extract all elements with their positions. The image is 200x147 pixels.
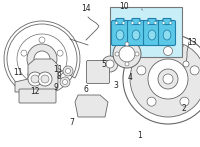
FancyBboxPatch shape: [163, 19, 171, 25]
Circle shape: [169, 21, 172, 25]
Text: 5: 5: [102, 60, 106, 69]
Circle shape: [27, 44, 57, 74]
Circle shape: [119, 46, 135, 62]
Circle shape: [164, 46, 172, 56]
Circle shape: [115, 52, 119, 56]
Circle shape: [60, 77, 70, 87]
Circle shape: [158, 69, 178, 89]
FancyBboxPatch shape: [87, 61, 110, 83]
Ellipse shape: [132, 30, 140, 40]
Circle shape: [113, 40, 141, 68]
Circle shape: [135, 52, 139, 56]
Text: 3: 3: [114, 81, 118, 90]
FancyBboxPatch shape: [19, 89, 56, 103]
FancyBboxPatch shape: [158, 20, 176, 46]
Ellipse shape: [148, 30, 156, 40]
Text: 9: 9: [54, 83, 58, 92]
Circle shape: [115, 21, 118, 25]
Circle shape: [137, 66, 146, 75]
Circle shape: [34, 51, 50, 67]
Circle shape: [66, 69, 71, 74]
Text: 11: 11: [13, 68, 23, 77]
Polygon shape: [75, 95, 108, 117]
Circle shape: [31, 75, 39, 83]
Ellipse shape: [116, 30, 124, 40]
Circle shape: [39, 37, 45, 43]
Circle shape: [163, 74, 173, 84]
Text: 11: 11: [53, 65, 63, 74]
Circle shape: [106, 60, 114, 68]
Text: 13: 13: [187, 38, 197, 47]
Text: 8: 8: [57, 72, 61, 81]
Circle shape: [125, 62, 129, 66]
Circle shape: [50, 71, 56, 77]
Text: 4: 4: [128, 73, 132, 82]
Circle shape: [21, 50, 27, 56]
Text: 14: 14: [81, 4, 91, 13]
Circle shape: [154, 21, 157, 25]
Text: 10: 10: [119, 2, 129, 11]
Circle shape: [102, 56, 118, 72]
Circle shape: [183, 61, 189, 67]
FancyBboxPatch shape: [148, 19, 156, 25]
Circle shape: [190, 66, 199, 75]
Circle shape: [148, 59, 188, 99]
Text: 7: 7: [70, 117, 74, 127]
Circle shape: [122, 21, 125, 25]
Text: 6: 6: [84, 85, 88, 94]
Circle shape: [138, 21, 141, 25]
Circle shape: [147, 21, 150, 25]
FancyBboxPatch shape: [116, 19, 124, 25]
Circle shape: [147, 97, 156, 106]
Circle shape: [180, 97, 189, 106]
Circle shape: [28, 71, 34, 77]
Text: 2: 2: [182, 103, 186, 113]
Ellipse shape: [163, 30, 171, 40]
Circle shape: [63, 66, 73, 76]
Circle shape: [41, 75, 49, 83]
Polygon shape: [15, 59, 58, 92]
Text: 1: 1: [138, 131, 142, 141]
Circle shape: [38, 72, 52, 86]
Circle shape: [63, 80, 68, 85]
Circle shape: [131, 21, 134, 25]
FancyBboxPatch shape: [132, 19, 140, 25]
Circle shape: [125, 42, 129, 46]
FancyBboxPatch shape: [128, 20, 144, 46]
FancyBboxPatch shape: [144, 20, 160, 46]
Text: 12: 12: [30, 87, 40, 96]
FancyBboxPatch shape: [110, 7, 182, 57]
Circle shape: [162, 21, 165, 25]
Circle shape: [28, 72, 42, 86]
Circle shape: [57, 50, 63, 56]
Circle shape: [130, 41, 200, 117]
FancyBboxPatch shape: [112, 20, 128, 46]
